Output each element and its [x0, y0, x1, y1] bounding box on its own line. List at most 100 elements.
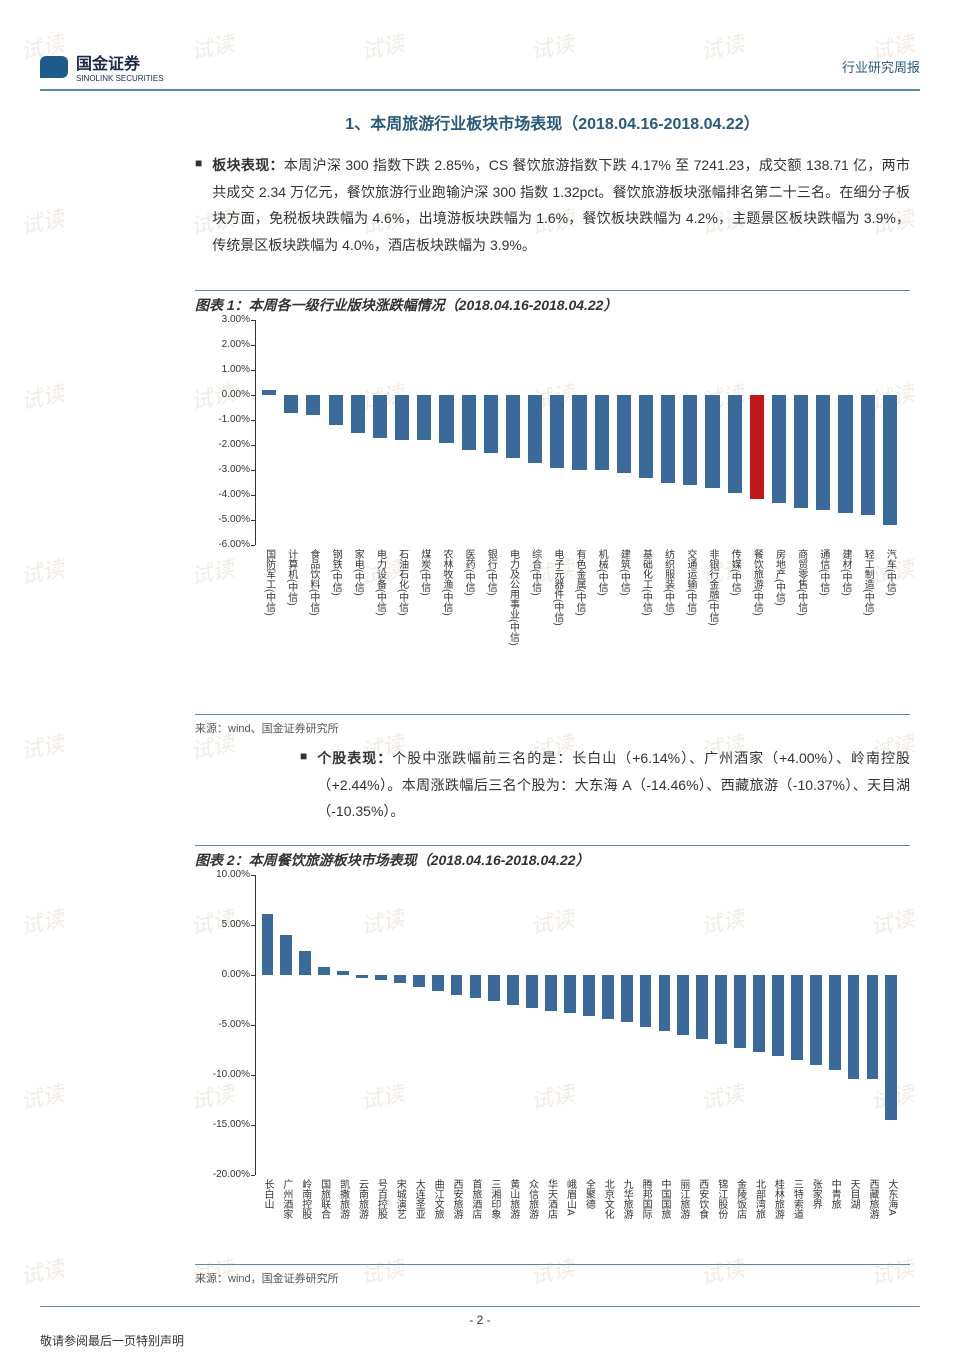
logo-icon [40, 56, 68, 78]
bar [602, 975, 614, 1019]
bullet-icon: ■ [195, 156, 202, 258]
category-label: 腾邦国际 [638, 1179, 653, 1219]
y-tick-label: -2.00% [200, 439, 250, 450]
category-label: 汽车(中信) [882, 549, 897, 596]
category-label: 农林牧渔(中信) [439, 549, 454, 616]
y-tick-label: 0.00% [200, 969, 250, 980]
category-label: 凯撒旅游 [336, 1179, 351, 1219]
category-label: 九华旅游 [619, 1179, 634, 1219]
category-label: 非银行金融(中信) [705, 549, 720, 626]
y-tick-label: 10.00% [200, 869, 250, 880]
bar [572, 395, 586, 470]
bar [375, 975, 387, 980]
body-text-2: 个股表现：个股中涨跌幅前三名的是：长白山（+6.14%）、广州酒家（+4.00%… [317, 745, 910, 825]
bar [885, 975, 897, 1120]
bar [506, 395, 520, 458]
y-tick-label: -5.00% [200, 1019, 250, 1030]
bar [337, 971, 349, 975]
bold-lead-1: 板块表现： [212, 157, 284, 173]
bar [373, 395, 387, 438]
bar [306, 395, 320, 415]
category-label: 西藏旅游 [865, 1179, 880, 1219]
bar [528, 395, 542, 463]
category-label: 轻工制造(中信) [860, 549, 875, 616]
y-tick-label: -20.00% [200, 1169, 250, 1180]
category-label: 机械(中信) [594, 549, 609, 596]
bar [810, 975, 822, 1065]
bar [394, 975, 406, 983]
bar [696, 975, 708, 1039]
bar [867, 975, 879, 1079]
logo: 国金证券 SINOLINK SECURITIES [40, 50, 164, 83]
category-label: 建筑(中信) [616, 549, 631, 596]
category-label: 三湘印象 [487, 1179, 502, 1219]
category-label: 北京文化 [600, 1179, 615, 1219]
y-tick-label: -15.00% [200, 1119, 250, 1130]
category-label: 医药(中信) [461, 549, 476, 596]
category-label: 峨眉山A [562, 1179, 577, 1216]
bar [750, 395, 764, 499]
category-label: 大连圣亚 [411, 1179, 426, 1219]
category-label: 银行(中信) [483, 549, 498, 596]
category-label: 大东海A [884, 1179, 899, 1216]
content-block-1: 1、本周旅游行业板块市场表现（2018.04.16-2018.04.22） ■ … [195, 110, 910, 270]
bar [816, 395, 830, 510]
body-text-1: 板块表现：本周沪深 300 指数下跌 2.85%，CS 餐饮旅游指数下跌 4.1… [212, 152, 910, 258]
bar [705, 395, 719, 488]
category-label: 锦江股份 [714, 1179, 729, 1219]
category-label: 华天酒店 [544, 1179, 559, 1219]
category-label: 西安饮食 [695, 1179, 710, 1219]
bar [621, 975, 633, 1022]
category-label: 全聚德 [581, 1179, 596, 1209]
category-label: 钢铁(中信) [328, 549, 343, 596]
category-label: 国旅联合 [317, 1179, 332, 1219]
category-label: 煤炭(中信) [417, 549, 432, 596]
category-label: 天目湖 [846, 1179, 861, 1209]
source-2: 来源：wind，国金证券研究所 [195, 1270, 339, 1286]
content-block-2: ■ 个股表现：个股中涨跌幅前三名的是：长白山（+6.14%）、广州酒家（+4.0… [300, 745, 910, 837]
category-label: 综合(中信) [528, 549, 543, 596]
category-label: 中国国旅 [657, 1179, 672, 1219]
category-label: 交通运输(中信) [683, 549, 698, 616]
category-label: 岭南控股 [298, 1179, 313, 1219]
category-label: 丽江旅游 [676, 1179, 691, 1219]
category-label: 众信旅游 [525, 1179, 540, 1219]
bar [829, 975, 841, 1070]
category-label: 电力及公用事业(中信) [505, 549, 520, 646]
category-label: 金陵饭店 [733, 1179, 748, 1219]
bar [659, 975, 671, 1031]
logo-cn: 国金证券 [76, 56, 140, 73]
page-header: 国金证券 SINOLINK SECURITIES 行业研究周报 [40, 50, 920, 91]
category-label: 有色金属(中信) [572, 549, 587, 616]
bar [262, 390, 276, 395]
footer-disclaimer: 敬请参阅最后一页特别声明 [40, 1332, 184, 1349]
category-label: 传媒(中信) [727, 549, 742, 596]
source-1: 来源：wind、国金证券研究所 [195, 720, 339, 736]
bar [677, 975, 689, 1035]
bar [550, 395, 564, 468]
logo-en: SINOLINK SECURITIES [76, 74, 164, 83]
figure-title-2: 图表 2：本周餐饮旅游板块市场表现（2018.04.16-2018.04.22） [195, 845, 910, 870]
bold-lead-2: 个股表现： [317, 750, 392, 766]
bar [883, 395, 897, 525]
category-label: 通信(中信) [816, 549, 831, 596]
bar [639, 395, 653, 478]
bar [329, 395, 343, 425]
page-footer: - 2 - 敬请参阅最后一页特别声明 [40, 1306, 920, 1327]
bar [753, 975, 765, 1052]
chart-1: -6.00%-5.00%-4.00%-3.00%-2.00%-1.00%0.00… [195, 315, 910, 715]
category-label: 北部湾旅 [752, 1179, 767, 1219]
bar [439, 395, 453, 443]
y-tick-label: 0.00% [200, 389, 250, 400]
y-tick-label: -6.00% [200, 539, 250, 550]
category-label: 石油石化(中信) [395, 549, 410, 616]
bar [507, 975, 519, 1005]
category-label: 曲江文旅 [430, 1179, 445, 1219]
bar [545, 975, 557, 1011]
category-label: 建材(中信) [838, 549, 853, 596]
category-label: 餐饮旅游(中信) [749, 549, 764, 616]
bar [351, 395, 365, 433]
bar [683, 395, 697, 485]
category-label: 长白山 [260, 1179, 275, 1209]
category-label: 宋城演艺 [392, 1179, 407, 1219]
